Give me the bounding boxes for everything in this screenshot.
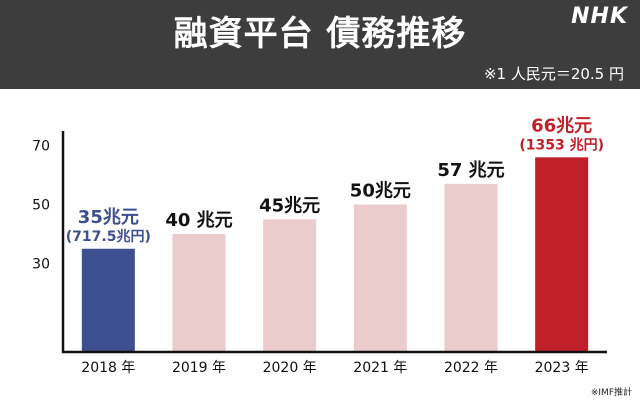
y-tick-label: 50 <box>32 198 50 214</box>
data-sublabel: (1353 兆円) <box>519 137 604 153</box>
exchange-rate-note: ※1 人民元＝20.5 円 <box>483 65 624 83</box>
data-label: 35兆元 <box>78 207 139 228</box>
bar <box>353 204 407 352</box>
debt-bar-chart: 30 50 70 35兆元(717.5兆円) 2018 年 40 兆元 2019 年 45兆元… <box>32 115 607 376</box>
header-bar: 融資平台 債務推移 NHK ※1 人民元＝20.5 円 <box>0 0 640 89</box>
source-note: ※IMF推計 <box>590 388 632 398</box>
data-label: 66兆元 <box>531 115 592 136</box>
data-label: 57 兆元 <box>437 160 504 181</box>
data-label: 40 兆元 <box>165 210 232 231</box>
bar <box>535 157 589 352</box>
bar <box>172 234 226 352</box>
x-tick-label: 2019 年 <box>172 360 226 376</box>
x-tick-label: 2018 年 <box>81 360 135 376</box>
data-label: 45兆元 <box>259 195 320 216</box>
bar <box>263 219 317 352</box>
x-tick-label: 2021 年 <box>353 360 407 376</box>
nhk-logo: NHK <box>571 4 628 29</box>
y-tick-label: 30 <box>32 257 50 273</box>
bar <box>81 248 135 352</box>
x-tick-label: 2022 年 <box>444 360 498 376</box>
x-tick-label: 2023 年 <box>535 360 589 376</box>
data-sublabel: (717.5兆円) <box>66 229 151 245</box>
x-tick-label: 2020 年 <box>263 360 317 376</box>
data-label: 50兆元 <box>350 181 411 202</box>
bar <box>444 183 498 352</box>
y-tick-label: 70 <box>32 139 50 155</box>
page-title: 融資平台 債務推移 <box>173 14 467 54</box>
